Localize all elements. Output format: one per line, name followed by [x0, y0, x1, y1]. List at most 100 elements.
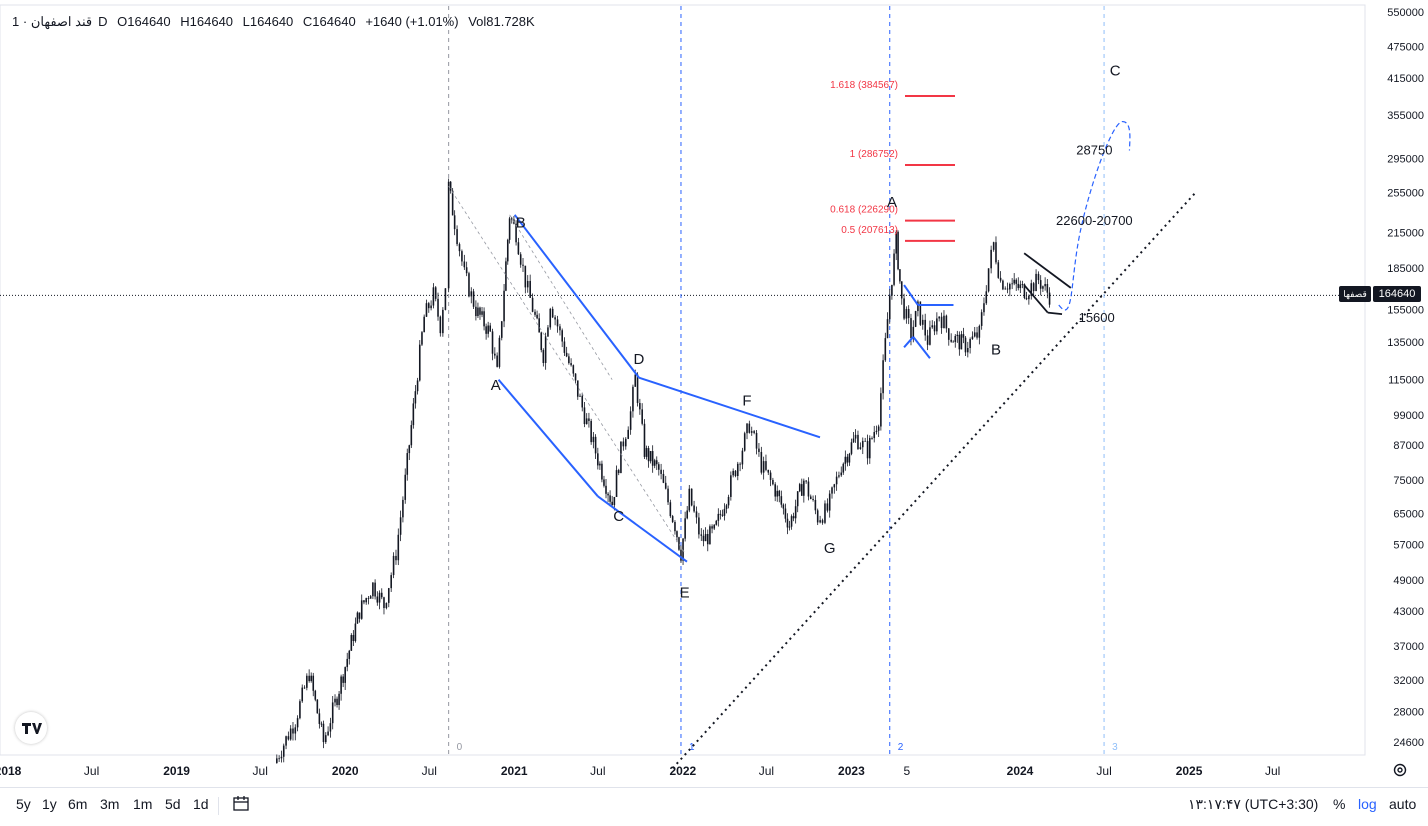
calendar-goto-icon[interactable] — [232, 795, 250, 811]
candle-body — [952, 341, 955, 343]
candle-body — [741, 450, 744, 465]
candle-body — [344, 667, 346, 683]
candle-body — [826, 503, 829, 511]
candle-body — [308, 675, 310, 682]
candle-body — [1048, 292, 1051, 305]
clock-readout[interactable]: ۱۳:۱۷:۴۷ (UTC+3:30) — [1188, 796, 1319, 812]
candle-body — [360, 600, 363, 619]
candle-body — [310, 675, 312, 682]
range-1y-button[interactable]: 1y — [42, 796, 57, 812]
wave-label: G — [824, 540, 836, 557]
flag-lower-a — [903, 336, 915, 348]
candle-body — [739, 463, 741, 465]
candle-body — [758, 448, 760, 452]
candle-body — [736, 463, 739, 477]
interval[interactable]: · 1D — [12, 14, 108, 29]
auto-scale-button[interactable]: auto — [1389, 796, 1417, 812]
candle-body — [1044, 283, 1046, 287]
candle-body — [725, 505, 728, 509]
tradingview-logo-icon[interactable] — [15, 712, 47, 744]
candle-body — [296, 718, 299, 728]
candle-body — [859, 447, 862, 449]
channel-lower-line-2 — [597, 495, 688, 563]
candle-body — [342, 676, 344, 683]
candle-body — [556, 319, 559, 327]
candle-body — [945, 315, 948, 329]
candle-body — [846, 456, 849, 463]
candle-body — [760, 451, 763, 473]
candle-body — [437, 298, 439, 317]
cycle-marker-label: 3 — [1112, 742, 1118, 753]
candle-body — [950, 339, 952, 342]
candle-body — [912, 326, 915, 339]
candle-body — [709, 526, 711, 545]
candle-body — [404, 474, 407, 500]
candle-body — [1017, 283, 1020, 289]
candle-body — [576, 380, 579, 397]
channel-lower-line-1 — [497, 379, 599, 497]
candle-body — [506, 239, 509, 262]
candle-body — [356, 612, 359, 624]
range-5d-button[interactable]: 5d — [165, 796, 181, 812]
candle-body — [1013, 279, 1015, 284]
candle-body — [660, 469, 662, 474]
candle-body — [542, 350, 545, 363]
candle-body — [378, 592, 381, 603]
candle-body — [750, 431, 753, 433]
candle-body — [526, 280, 529, 288]
candle-body — [780, 496, 783, 505]
candle-body — [338, 693, 340, 705]
percent-scale-button[interactable]: % — [1333, 796, 1346, 812]
candle-body — [634, 374, 637, 387]
time-axis-label: 2022 — [669, 764, 696, 778]
candle-body — [861, 440, 864, 448]
retracement-guide-2 — [509, 214, 613, 380]
range-1m-button[interactable]: 1m — [133, 796, 153, 812]
time-axis-label: Jul — [253, 764, 268, 778]
candle-body — [962, 334, 965, 338]
range-5y-button[interactable]: 5y — [16, 796, 31, 812]
candle-body — [498, 337, 501, 367]
target-label: 15600 — [1079, 310, 1115, 325]
symbol-name[interactable]: قند اصفهان — [30, 14, 93, 29]
time-axis-label: Jul — [422, 764, 437, 778]
candle-body — [651, 451, 654, 466]
candle-body — [776, 490, 779, 497]
candle-body — [340, 676, 342, 694]
candle-body — [367, 598, 370, 599]
candle-body — [624, 438, 627, 447]
settings-gear-icon[interactable] — [1392, 762, 1408, 781]
range-3m-button[interactable]: 3m — [100, 796, 120, 812]
candle-body — [943, 315, 945, 329]
candle-body — [402, 499, 404, 518]
candle-body — [664, 482, 667, 489]
candle-body — [784, 508, 787, 519]
price-axis-label: 49000 — [1393, 575, 1424, 587]
candle-body — [873, 432, 876, 439]
candle-body — [680, 549, 682, 561]
range-6m-button[interactable]: 6m — [68, 796, 88, 812]
time-axis-label: 2021 — [501, 764, 528, 778]
candle-body — [444, 288, 447, 310]
candle-body — [1019, 284, 1022, 289]
candle-body — [931, 325, 934, 328]
price-axis-label: 115000 — [1388, 375, 1424, 387]
candle-body — [840, 472, 843, 476]
price-axis-label: 215000 — [1387, 228, 1424, 240]
candle-body — [992, 242, 995, 250]
candle-body — [515, 223, 517, 243]
candle-body — [451, 190, 454, 216]
log-scale-button[interactable]: log — [1358, 796, 1377, 812]
range-1d-button[interactable]: 1d — [193, 796, 209, 812]
candle-body — [503, 290, 505, 322]
candle-body — [852, 438, 855, 443]
candle-body — [1021, 284, 1024, 285]
candle-body — [399, 517, 402, 535]
toolbar-divider — [218, 797, 219, 815]
candle-body — [574, 373, 577, 381]
candle-body — [418, 344, 421, 381]
candle-body — [312, 675, 315, 691]
candle-body — [475, 306, 477, 317]
price-chart[interactable]: 0 1 2 3 1.618 (384567) 1 (286752) 0.618 (2262… — [0, 0, 1428, 787]
